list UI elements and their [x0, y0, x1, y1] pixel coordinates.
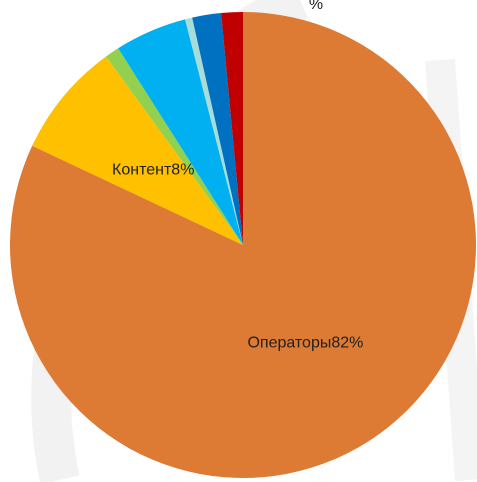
pie-slice [118, 19, 243, 245]
pie-slice [32, 56, 244, 245]
slice-value: 8% [171, 162, 194, 179]
pie-slice [185, 17, 243, 246]
slice-value: 82% [331, 335, 363, 352]
slice-label: Операторы82% [247, 335, 363, 352]
cut-off-label: % [309, 0, 323, 13]
pie-slice [9, 12, 476, 478]
pie [9, 12, 476, 478]
slice-category: Операторы [247, 335, 331, 352]
pie-slice [192, 13, 243, 246]
pie-slice [106, 48, 243, 246]
labels: Операторы82% Контент8% [112, 162, 363, 352]
slice-category: Контент [112, 162, 172, 179]
slice-label: Контент8% [112, 162, 194, 179]
pie-slice [221, 12, 243, 245]
